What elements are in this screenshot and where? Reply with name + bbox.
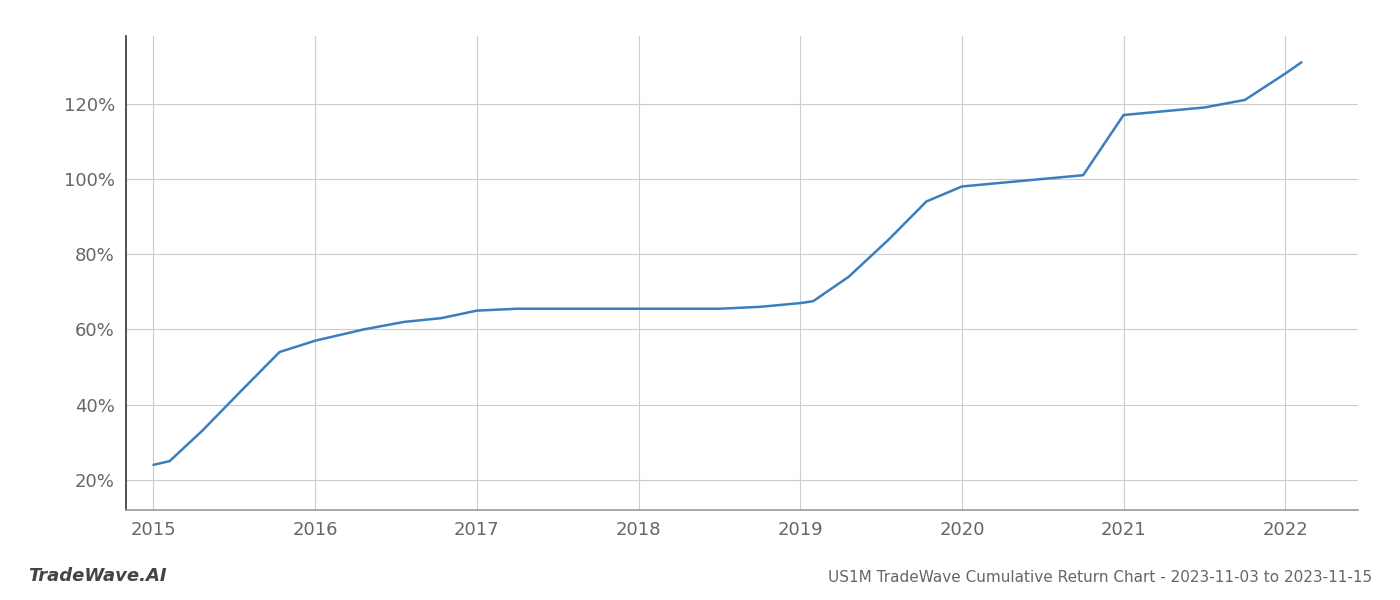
Text: TradeWave.AI: TradeWave.AI [28,567,167,585]
Text: US1M TradeWave Cumulative Return Chart - 2023-11-03 to 2023-11-15: US1M TradeWave Cumulative Return Chart -… [827,570,1372,585]
